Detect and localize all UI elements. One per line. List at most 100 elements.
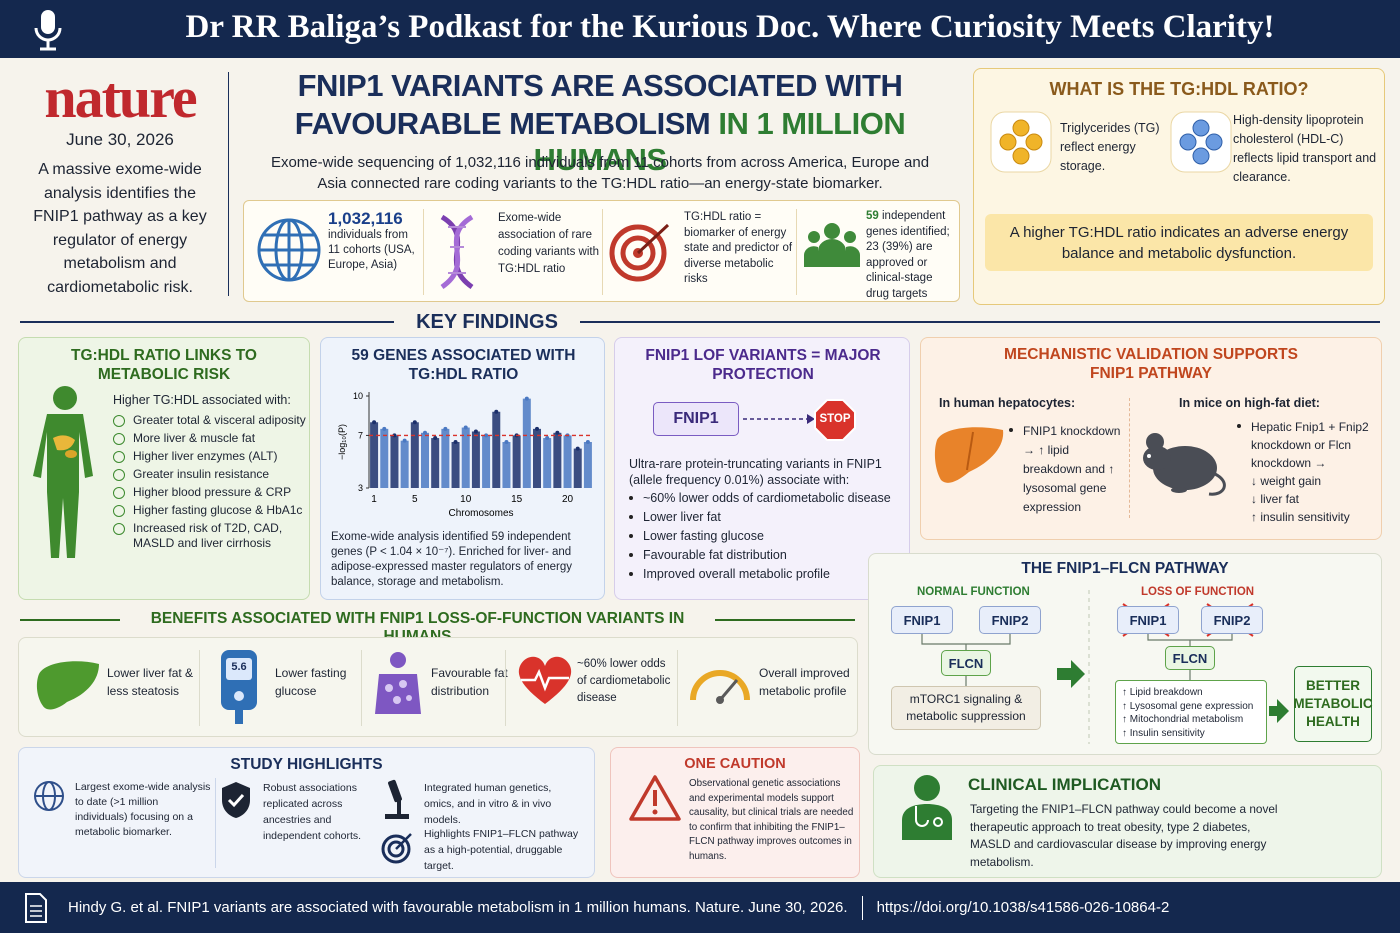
y-tick-label: 3 bbox=[358, 483, 363, 493]
list-item: Higher blood pressure & CRP bbox=[111, 485, 307, 500]
lof-panel: FNIP1 LOF VARIANTS = MAJOR PROTECTION FN… bbox=[614, 337, 910, 600]
caution-title: ONE CAUTION bbox=[684, 756, 786, 772]
point bbox=[453, 440, 458, 444]
warning-icon bbox=[629, 775, 681, 821]
point-band bbox=[471, 431, 480, 488]
point bbox=[433, 436, 438, 441]
headline-1: FNIP1 VARIANTS ARE ASSOCIATED WITH bbox=[297, 68, 903, 103]
result-box: mTORC1 signaling & metabolic suppression bbox=[891, 686, 1041, 730]
rule bbox=[20, 321, 394, 323]
divider bbox=[796, 209, 797, 295]
stat-value: 59 bbox=[866, 210, 879, 222]
gauge-icon bbox=[690, 670, 750, 704]
footer: Hindy G. et al. FNIP1 variants are assoc… bbox=[0, 882, 1400, 933]
normal-label: NORMAL FUNCTION bbox=[917, 586, 1030, 598]
point-band bbox=[492, 411, 501, 488]
point bbox=[412, 420, 417, 425]
doc-icon bbox=[25, 892, 47, 923]
point-band bbox=[563, 435, 572, 488]
banner-title: Dr RR Baliga’s Podkast for the Kurious D… bbox=[185, 9, 1275, 45]
benefit: Favourable fat distribution bbox=[431, 666, 508, 698]
point-band bbox=[522, 398, 531, 488]
chart-title: 59 GENES ASSOCIATED WITH TG:HDL RATIO bbox=[351, 347, 576, 383]
dna-icon bbox=[440, 214, 474, 290]
benefit: ~60% lower odds of cardiometabolic disea… bbox=[577, 658, 671, 704]
divider bbox=[199, 650, 200, 726]
pathway-panel: THE FNIP1–FLCN PATHWAY NORMAL FUNCTION F… bbox=[868, 553, 1382, 755]
list-item: Lower liver fat bbox=[621, 509, 905, 525]
gene-box: FNIP1 bbox=[653, 402, 739, 436]
banner: Dr RR Baliga’s Podkast for the Kurious D… bbox=[0, 0, 1400, 58]
stat-2: Exome-wide association of rare coding va… bbox=[498, 212, 599, 275]
microscope-icon bbox=[385, 779, 409, 819]
protein-box: FNIP1 bbox=[1117, 606, 1179, 634]
divider bbox=[215, 778, 216, 868]
point-band bbox=[380, 428, 389, 488]
outcome-box: BETTER METABOLIC HEALTH bbox=[1293, 666, 1373, 742]
lof-lead: Ultra-rare protein-truncating variants i… bbox=[629, 457, 882, 487]
hdl-text: High-density lipoprotein cholesterol (HD… bbox=[1233, 113, 1377, 184]
divider bbox=[228, 72, 229, 296]
list-item: ↑ insulin sensitivity bbox=[1251, 510, 1350, 524]
target-icon bbox=[381, 833, 412, 864]
stats-box: 1,032,116 individuals from 11 cohorts (US… bbox=[243, 200, 960, 302]
y-axis-label: −log₁₀(P) bbox=[337, 424, 347, 460]
headline-2: FAVOURABLE METABOLISM IN 1 MILLION HUMAN… bbox=[240, 106, 960, 178]
point bbox=[443, 426, 448, 431]
list-item: Lower fasting glucose bbox=[621, 528, 905, 544]
highlight: Highlights FNIP1–FLCN pathway as a high-… bbox=[424, 828, 579, 872]
genes-panel: 59 GENES ASSOCIATED WITH TG:HDL RATIO 3 7… bbox=[320, 337, 605, 600]
y-tick-label: 10 bbox=[353, 391, 363, 401]
people-icon bbox=[804, 223, 860, 267]
body-icon bbox=[33, 386, 93, 558]
protein-box: FNIP2 bbox=[1201, 606, 1263, 634]
risk-list: Greater total & visceral adiposity More l… bbox=[111, 413, 307, 554]
highlights-panel: STUDY HIGHLIGHTS Largest exome-wide anal… bbox=[18, 747, 595, 878]
hdl-icon bbox=[1170, 111, 1232, 173]
stat-text: individuals from 11 cohorts (USA, Europe… bbox=[328, 229, 415, 271]
mouse-icon bbox=[1143, 433, 1226, 496]
stat-text: independent genes identified; 23 (39%) a… bbox=[866, 210, 950, 300]
intro: Exome-wide sequencing of 1,032,116 indiv… bbox=[270, 154, 930, 192]
highlight: Largest exome-wide analysis to date (>1 … bbox=[75, 781, 211, 838]
glucose-reading: 5.6 bbox=[231, 661, 247, 673]
point-band bbox=[410, 422, 419, 488]
list-item: Increased risk of T2D, CAD, MASLD and li… bbox=[111, 521, 307, 551]
tg-icon bbox=[990, 111, 1052, 173]
x-axis-label: Chromosomes bbox=[448, 508, 513, 519]
ratio-title: WHAT IS THE TG:HDL RATIO? bbox=[1049, 79, 1309, 99]
stat-1: 1,032,116 individuals from 11 cohorts (US… bbox=[328, 209, 420, 273]
rule bbox=[715, 619, 855, 621]
point-band bbox=[370, 422, 379, 488]
protein-box: FNIP2 bbox=[979, 606, 1041, 634]
divider bbox=[1129, 398, 1130, 518]
stop-sign: STOP bbox=[819, 413, 851, 425]
point bbox=[535, 426, 539, 431]
protein-box: FLCN bbox=[941, 650, 991, 676]
risk-lead: Higher TG:HDL associated with: bbox=[113, 393, 291, 407]
stat-4: 59 independent genes identified; 23 (39%… bbox=[866, 209, 958, 302]
lof-list: ~60% lower odds of cardiometabolic disea… bbox=[621, 490, 905, 585]
point bbox=[585, 440, 590, 444]
doctor-icon bbox=[902, 775, 952, 840]
point-band bbox=[482, 435, 491, 488]
point bbox=[494, 409, 499, 414]
mech-panel: MECHANISTIC VALIDATION SUPPORTS FNIP1 PA… bbox=[920, 337, 1382, 540]
pathway-title: THE FNIP1–FLCN PATHWAY bbox=[1021, 560, 1229, 577]
point bbox=[463, 425, 468, 430]
point-band bbox=[573, 448, 582, 488]
implication-text: Targeting the FNIP1–FLCN pathway could b… bbox=[970, 802, 1278, 869]
point bbox=[524, 396, 529, 401]
list-item: Higher liver enzymes (ALT) bbox=[111, 449, 307, 464]
point bbox=[423, 430, 427, 435]
list-item: ↑ Insulin sensitivity bbox=[1122, 727, 1205, 739]
shield-icon bbox=[222, 782, 250, 818]
stat-value: 1,032,116 bbox=[328, 209, 403, 228]
list-item: ↑ Lipid breakdown bbox=[1122, 687, 1203, 698]
list-item: ~60% lower odds of cardiometabolic disea… bbox=[621, 490, 905, 506]
point-band bbox=[502, 442, 511, 488]
divider bbox=[861, 895, 863, 920]
mice-list: Hepatic Fnip1 + Fnip2 knockdown or Flcn … bbox=[1229, 418, 1379, 526]
